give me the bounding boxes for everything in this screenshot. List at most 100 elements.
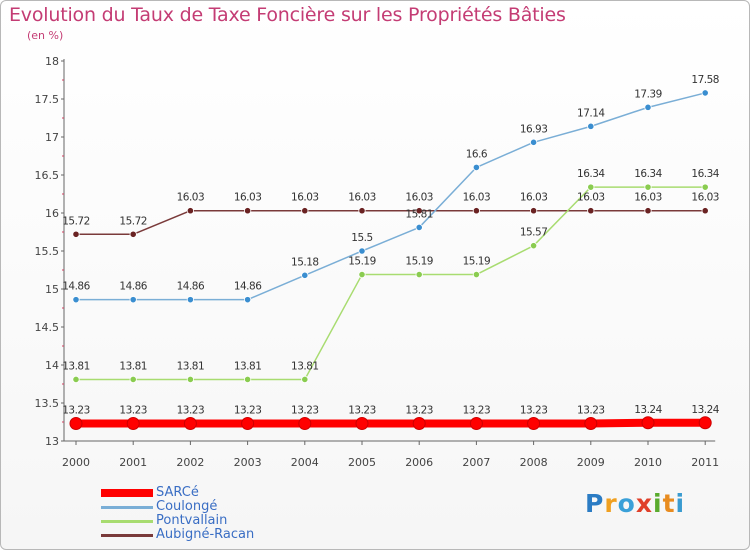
series-lines: [69, 89, 712, 431]
x-tick-label: 2006: [405, 456, 433, 469]
data-label-coulong-: 16.93: [520, 123, 548, 135]
data-label-aubign-racan: 16.03: [348, 192, 376, 204]
data-label-pontvallain: 13.81: [177, 360, 205, 372]
data-point-sarc-: [469, 417, 483, 431]
data-label-pontvallain: 15.19: [463, 256, 491, 268]
legend: SARCé Coulongé Pontvallain Aubigné-Racan: [101, 486, 321, 542]
data-point-coulong-: [587, 122, 595, 130]
data-label-coulong-: 14.86: [119, 281, 147, 293]
data-label-sarc-: 13.23: [577, 405, 605, 417]
data-point-coulong-: [129, 296, 137, 304]
data-point-aubign-racan: [587, 207, 595, 215]
data-point-sarc-: [527, 417, 541, 431]
series-line-coulong-: [75, 92, 706, 301]
data-point-aubign-racan: [701, 207, 709, 215]
data-label-aubign-racan: 16.03: [463, 192, 491, 204]
y-tick-label: 18: [45, 55, 59, 68]
legend-label: SARCé: [156, 485, 199, 500]
data-label-sarc-: 13.23: [463, 405, 491, 417]
data-label-aubign-racan: 16.03: [691, 192, 719, 204]
data-point-coulong-: [529, 138, 538, 146]
data-point-pontvallain: [701, 183, 709, 191]
data-point-aubign-racan: [186, 207, 194, 215]
x-tick-label: 2004: [291, 456, 319, 469]
data-label-coulong-: 15.5: [351, 232, 372, 244]
legend-label: Aubigné-Racan: [156, 527, 255, 542]
data-label-pontvallain: 13.81: [234, 360, 262, 372]
data-point-aubign-racan: [644, 207, 652, 215]
data-label-sarc-: 13.24: [691, 404, 719, 416]
x-tick-label: 2005: [348, 456, 376, 469]
y-tick-label: 14: [45, 359, 59, 372]
series-line-pontvallain: [75, 186, 706, 381]
data-label-coulong-: 14.86: [234, 281, 262, 293]
legend-label: Coulongé: [156, 499, 218, 514]
data-point-pontvallain: [358, 270, 366, 279]
data-point-sarc-: [126, 417, 140, 431]
data-point-pontvallain: [529, 242, 538, 250]
y-tick-label: 16.5: [35, 169, 60, 182]
data-label-coulong-: 17.14: [577, 107, 605, 119]
data-point-aubign-racan: [129, 230, 137, 238]
data-label-aubign-racan: 16.03: [234, 192, 262, 204]
data-label-coulong-: 14.86: [62, 281, 90, 293]
data-label-pontvallain: 13.81: [62, 360, 90, 372]
data-label-sarc-: 13.23: [520, 405, 548, 417]
x-tick-label: 2008: [520, 456, 548, 469]
data-point-sarc-: [584, 417, 598, 431]
series-line-aubign-racan: [75, 209, 706, 236]
data-label-pontvallain: 16.34: [634, 168, 662, 180]
legend-item-coulong-: Coulongé: [101, 500, 321, 514]
data-label-pontvallain: 13.81: [291, 360, 319, 372]
legend-label: Pontvallain: [156, 513, 228, 528]
data-label-aubign-racan: 16.03: [405, 192, 433, 204]
x-tick-label: 2011: [691, 456, 719, 469]
y-tick-label: 16: [45, 207, 59, 220]
x-tick-label: 2010: [634, 456, 662, 469]
data-label-aubign-racan: 15.72: [62, 215, 90, 227]
data-point-pontvallain: [186, 375, 194, 384]
y-tick-label: 13.5: [35, 397, 60, 410]
x-tick-label: 2009: [577, 456, 605, 469]
x-tick-label: 2001: [119, 456, 147, 469]
legend-swatch: [101, 520, 153, 523]
data-point-pontvallain: [72, 375, 80, 384]
data-point-aubign-racan: [529, 207, 538, 215]
data-label-pontvallain: 15.57: [520, 227, 548, 239]
data-label-sarc-: 13.23: [348, 405, 376, 417]
data-label-coulong-: 15.81: [405, 208, 433, 220]
data-label-sarc-: 13.23: [62, 405, 90, 417]
data-point-coulong-: [415, 223, 423, 232]
data-point-sarc-: [298, 417, 312, 431]
x-tick-label: 2002: [176, 456, 204, 469]
data-point-sarc-: [241, 417, 255, 431]
data-point-coulong-: [244, 296, 252, 304]
data-label-pontvallain: 16.34: [691, 168, 719, 180]
legend-item-aubign-racan: Aubigné-Racan: [101, 528, 321, 542]
data-point-sarc-: [69, 417, 83, 431]
data-label-sarc-: 13.23: [405, 405, 433, 417]
unit-label: (en %): [27, 29, 64, 42]
data-label-aubign-racan: 16.03: [577, 192, 605, 204]
data-label-pontvallain: 16.34: [577, 168, 605, 180]
data-point-sarc-: [641, 416, 655, 430]
data-label-coulong-: 14.86: [177, 281, 205, 293]
data-label-aubign-racan: 16.03: [634, 192, 662, 204]
data-point-aubign-racan: [301, 207, 309, 215]
data-point-pontvallain: [587, 183, 595, 191]
data-point-pontvallain: [129, 375, 137, 384]
data-point-pontvallain: [244, 375, 252, 384]
data-label-aubign-racan: 16.03: [177, 192, 205, 204]
x-tick-label: 2007: [462, 456, 490, 469]
data-point-aubign-racan: [358, 207, 366, 215]
data-labels: 15.72 15.72 16.03 16.03 16.03 16.03 16.03 16.03…: [62, 74, 720, 417]
data-point-sarc-: [698, 416, 712, 430]
data-label-pontvallain: 15.19: [405, 256, 433, 268]
series-line-sarc-: [72, 418, 710, 428]
data-point-aubign-racan: [415, 207, 423, 215]
data-label-pontvallain: 15.19: [348, 256, 376, 268]
data-label-aubign-racan: 15.72: [119, 215, 147, 227]
data-label-sarc-: 13.23: [234, 405, 262, 417]
